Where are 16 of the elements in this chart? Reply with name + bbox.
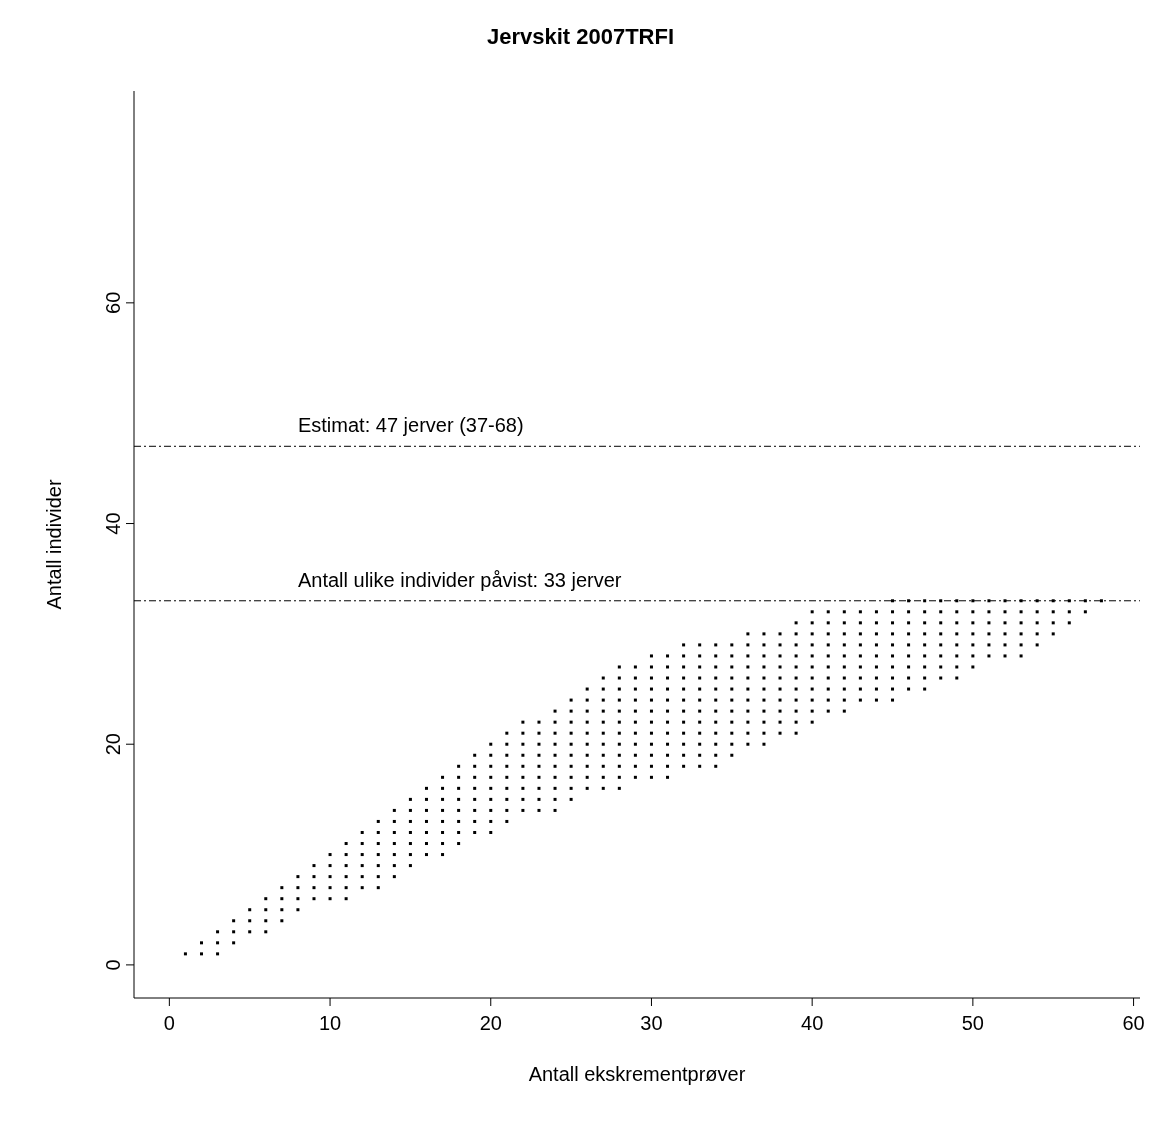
y-axis-title: Antall individer: [43, 479, 66, 610]
x-tick-label: 0: [163, 1012, 175, 1035]
chart-title: Jervskit 2007TRFI: [485, 24, 676, 50]
y-tick-label: 20: [102, 733, 124, 756]
x-tick-label: 60: [1122, 1012, 1145, 1035]
x-tick-label: 50: [961, 1012, 984, 1035]
x-axis-title: Antall ekskrementprøver: [528, 1063, 746, 1085]
x-tick-label: 30: [640, 1012, 663, 1035]
x-tick-label: 10: [318, 1012, 342, 1035]
x-tick-label: 20: [479, 1012, 502, 1035]
y-tick-label: 40: [102, 512, 124, 535]
ref-line-label: Antall ulike individer påvist: 33 jerver: [297, 568, 622, 591]
y-tick-label: 0: [102, 959, 124, 971]
y-tick-label: 60: [102, 291, 124, 314]
x-tick-label: 40: [801, 1012, 824, 1035]
ref-line-label: Estimat: 47 jerver (37-68): [297, 414, 524, 437]
